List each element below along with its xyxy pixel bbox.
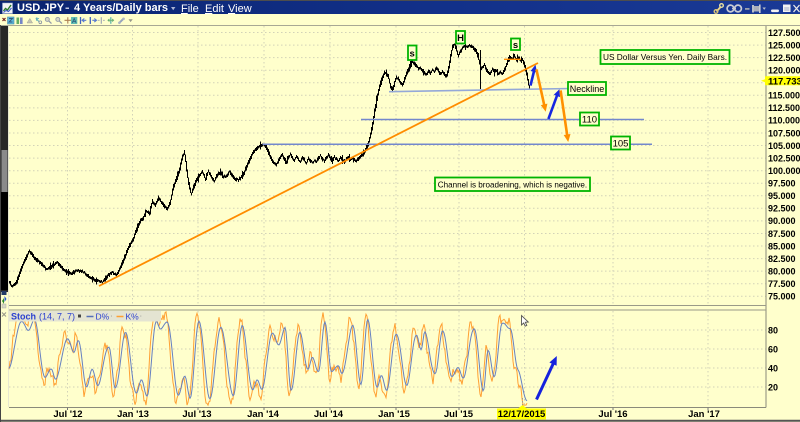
svg-text:20: 20 [768,382,778,392]
svg-text:77.500: 77.500 [768,279,796,289]
svg-text:80.000: 80.000 [768,266,796,276]
svg-text:Jul '16: Jul '16 [598,409,627,420]
svg-text:125.000: 125.000 [768,40,800,50]
svg-text:Jan '15: Jan '15 [378,409,411,420]
svg-text:92.500: 92.500 [768,204,796,214]
svg-text:117.733: 117.733 [768,77,800,88]
svg-text:US Dollar Versus Yen. Daily Ba: US Dollar Versus Yen. Daily Bars. [603,52,727,62]
svg-text:Jan '17: Jan '17 [688,409,720,420]
svg-text:(14, 7, 7): (14, 7, 7) [39,311,75,321]
svg-text:105.000: 105.000 [768,141,800,151]
svg-text:75.000: 75.000 [768,292,796,302]
svg-text:Jan '14: Jan '14 [247,409,280,420]
svg-text:82.500: 82.500 [768,254,796,264]
svg-text:115.000: 115.000 [768,91,800,101]
svg-text:12/17/2015: 12/17/2015 [498,409,546,420]
svg-text:97.500: 97.500 [768,179,796,189]
svg-text:Jul '12: Jul '12 [53,409,82,420]
svg-text:s: s [513,40,518,51]
svg-text:87.500: 87.500 [768,229,796,239]
svg-text:102.500: 102.500 [768,153,800,163]
svg-text:K%: K% [126,311,140,321]
svg-text:Jul '14: Jul '14 [314,409,344,420]
svg-text:100.000: 100.000 [768,166,800,176]
svg-text:127.500: 127.500 [768,28,800,38]
svg-text:120.000: 120.000 [768,66,800,76]
svg-text:Channel is broadening, which i: Channel is broadening, which is negative… [438,180,587,189]
svg-text:80: 80 [768,325,778,335]
svg-text:40: 40 [768,363,778,373]
svg-text:90.000: 90.000 [768,216,796,226]
svg-text:Stoch: Stoch [11,311,36,321]
svg-text:112.500: 112.500 [768,103,800,113]
svg-text:Jul '13: Jul '13 [182,409,211,420]
svg-text:s: s [410,49,415,60]
svg-text:D%: D% [96,311,110,321]
svg-text:H: H [457,33,464,44]
svg-text:110: 110 [582,115,597,126]
svg-text:Neckline: Neckline [570,84,605,94]
svg-text:105: 105 [613,139,629,150]
svg-text:·: · [110,312,113,321]
svg-text:85.000: 85.000 [768,241,796,251]
svg-text:60: 60 [768,344,778,354]
svg-text:Jul '15: Jul '15 [444,409,474,420]
svg-text:·: · [140,312,143,321]
svg-text:122.500: 122.500 [768,53,800,63]
svg-text:107.500: 107.500 [768,128,800,138]
svg-text:110.000: 110.000 [768,116,800,126]
svg-text:Jan '13: Jan '13 [117,409,149,420]
svg-text:95.000: 95.000 [768,191,796,201]
